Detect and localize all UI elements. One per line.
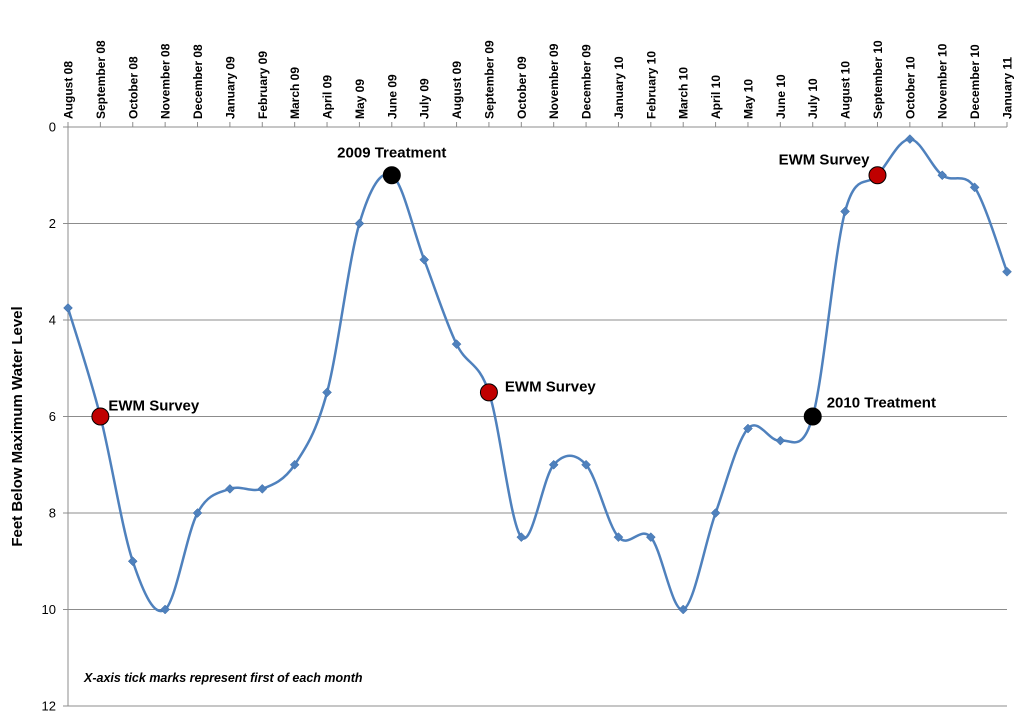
treatment-annotation: 2010 Treatment (827, 395, 936, 412)
x-tick-label: February 10 (644, 51, 658, 119)
data-point (710, 508, 721, 518)
treatment-point (803, 407, 822, 426)
data-point (160, 604, 170, 615)
data-point (63, 303, 73, 313)
y-tick-label: 4 (49, 313, 56, 328)
data-point (937, 170, 948, 181)
data-point (905, 134, 915, 144)
x-tick-label: December 08 (191, 44, 205, 119)
y-tick-label: 2 (49, 216, 56, 231)
y-tick-label: 10 (42, 602, 56, 617)
gridlines (68, 223, 1007, 707)
data-point (969, 182, 980, 193)
data-point (1002, 266, 1012, 277)
survey-point (91, 407, 110, 426)
data-point (451, 339, 462, 349)
data-point (516, 532, 527, 542)
x-tick-label: August 09 (450, 61, 464, 119)
survey-annotation: EWM Survey (108, 398, 200, 415)
data-point (743, 423, 753, 434)
x-tick-label: October 08 (126, 56, 140, 119)
x-tick-label: August 10 (839, 61, 853, 119)
x-tick-label: September 09 (482, 40, 496, 119)
x-tick-label: June 10 (774, 74, 788, 119)
survey-point (479, 383, 498, 402)
x-tick-label: August 08 (62, 61, 76, 119)
x-tick-labels: August 08 September 08 October 08 November … (62, 40, 1015, 127)
x-tick-label: February 09 (256, 51, 270, 119)
data-point (548, 459, 559, 470)
data-point (127, 556, 138, 567)
data-point (257, 484, 268, 494)
highlight-points (91, 166, 887, 426)
x-tick-label: March 09 (288, 67, 302, 119)
x-tick-label: January 10 (612, 56, 626, 119)
x-tick-label: November 08 (159, 43, 173, 119)
series-line (66, 137, 1009, 613)
x-tick-label: October 09 (515, 56, 529, 119)
x-tick-label: October 10 (903, 56, 917, 119)
data-markers (63, 134, 1012, 615)
y-tick-label: 12 (42, 699, 56, 714)
treatment-annotation: 2009 Treatment (337, 144, 446, 161)
x-tick-label: September 10 (871, 40, 885, 119)
x-tick-label: December 10 (968, 44, 982, 119)
x-tick-label: September 08 (94, 40, 108, 119)
data-point (775, 435, 786, 446)
x-tick-label: November 09 (547, 43, 561, 119)
x-tick-label: April 10 (709, 75, 723, 119)
y-tick-label: 6 (49, 409, 56, 424)
x-tick-label: July 10 (806, 78, 820, 119)
x-tick-label: April 09 (321, 75, 335, 119)
annotations: EWM Survey 2009 Treatment EWM Survey 2010 T… (108, 144, 936, 414)
y-tick-label: 0 (49, 120, 56, 135)
data-point (840, 206, 850, 217)
data-point (354, 218, 365, 229)
data-point (289, 459, 300, 470)
x-tick-label: November 10 (936, 43, 950, 119)
x-tick-label: June 09 (385, 74, 399, 119)
data-point (645, 532, 656, 542)
data-point (678, 604, 689, 615)
x-axis-note: X-axis tick marks represent first of eac… (83, 671, 363, 685)
x-tick-label: December 09 (580, 44, 594, 119)
data-point (322, 387, 332, 398)
x-tick-label: May 10 (741, 79, 755, 119)
y-tick-label: 8 (49, 506, 56, 521)
data-point (225, 484, 235, 494)
data-point (419, 254, 430, 265)
x-tick-label: March 10 (677, 67, 691, 119)
survey-point (868, 166, 887, 185)
x-tick-label: July 09 (418, 78, 432, 119)
y-axis-title: Feet Below Maximum Water Level (9, 306, 26, 546)
survey-annotation: EWM Survey (779, 151, 871, 168)
x-tick-label: January 11 (1001, 57, 1015, 119)
data-point (192, 508, 203, 518)
data-point (581, 459, 591, 470)
data-point (613, 532, 624, 542)
y-tick-labels: 0 2 4 6 8 10 12 (42, 120, 68, 714)
survey-annotation: EWM Survey (505, 378, 597, 395)
x-tick-label: May 09 (353, 79, 367, 119)
treatment-point (382, 166, 401, 185)
x-tick-label: January 09 (223, 56, 237, 119)
